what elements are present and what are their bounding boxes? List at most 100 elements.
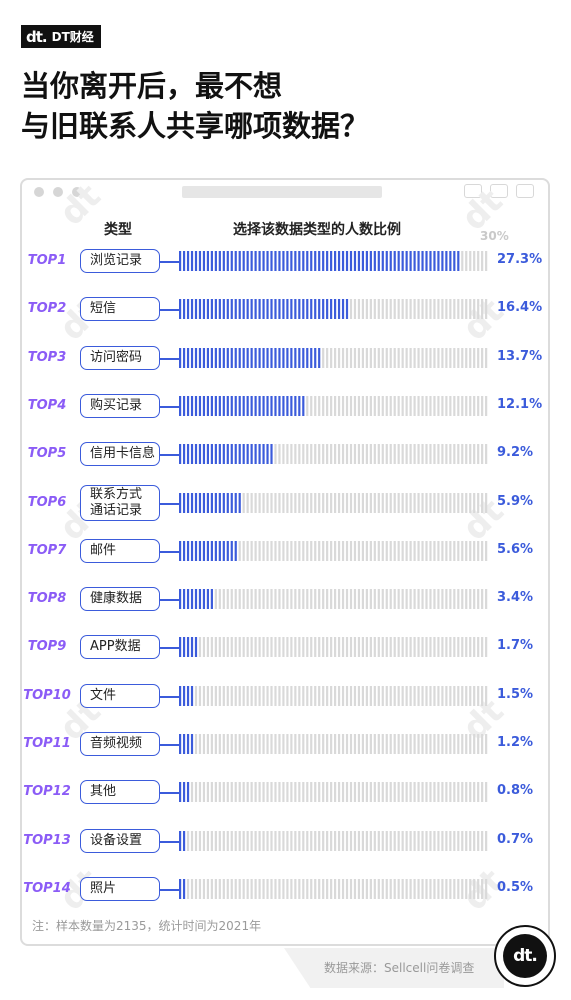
bar-stripe-track	[353, 879, 357, 899]
bar-stripe-track	[477, 734, 480, 754]
bar-stripe-track	[473, 831, 476, 851]
bar-stripe-track	[393, 782, 396, 802]
bar-stripe-track	[266, 782, 269, 802]
bar-stripe-track	[318, 589, 321, 609]
bar-stripe-filled	[194, 251, 198, 271]
bar-stripe-track	[302, 782, 305, 802]
bar-stripe-track	[425, 299, 428, 319]
bar-stripe-track	[393, 831, 396, 851]
bar-stripe-track	[453, 396, 456, 416]
bar-stripe-track	[469, 299, 472, 319]
bar-stripe-filled	[238, 299, 241, 319]
bar	[179, 637, 488, 657]
close-dot-icon	[34, 187, 44, 197]
bar-stripe-filled	[349, 251, 353, 271]
footnote: 注：样本数量为2135，统计时间为2021年	[32, 919, 262, 933]
bar-stripe-track	[322, 348, 325, 368]
bar-stripe-track	[413, 637, 416, 657]
bar-stripe-track	[266, 493, 269, 513]
bar-stripe-track	[214, 637, 217, 657]
bar-stripe-track	[206, 686, 210, 706]
bar-stripe-track	[345, 541, 349, 561]
bar-stripe-track	[230, 589, 233, 609]
bar-stripe-track	[481, 348, 484, 368]
bar-stripe-track	[381, 493, 384, 513]
bar-stripe-filled	[238, 348, 241, 368]
bar-stripe-track	[429, 637, 432, 657]
bar-stripe-track	[250, 782, 253, 802]
bar-stripe-filled	[282, 396, 285, 416]
bar-stripe-filled	[250, 444, 253, 464]
bar-stripe-filled	[262, 444, 265, 464]
bar-stripe-track	[365, 782, 368, 802]
bar-stripe-track	[314, 879, 317, 899]
bar-stripe-track	[274, 541, 277, 561]
bar-stripe-track	[250, 637, 253, 657]
bar-stripe-track	[393, 637, 396, 657]
bar-stripe-track	[373, 734, 376, 754]
bar-stripe-track	[266, 879, 269, 899]
bar-stripe-track	[310, 589, 313, 609]
bar-stripe-track	[294, 493, 297, 513]
bar-stripe-track	[473, 251, 476, 271]
bar-stripe-track	[485, 396, 488, 416]
bar-stripe-track	[417, 831, 420, 851]
bar-stripe-track	[258, 831, 261, 851]
bar-stripe-track	[385, 637, 388, 657]
bar-stripe-track	[377, 589, 380, 609]
brand-logo: dt. DT财经	[21, 25, 101, 48]
bar-stripe-track	[377, 637, 380, 657]
connector-line	[159, 841, 181, 843]
bar-stripe-track	[433, 589, 436, 609]
bar-stripe-track	[377, 444, 380, 464]
bar-stripe-track	[421, 879, 424, 899]
bar-stripe-track	[353, 541, 357, 561]
bar-stripe-filled	[218, 348, 221, 368]
bar-stripe-filled	[234, 493, 237, 513]
bar-stripe-track	[230, 831, 233, 851]
bar-stripe-track	[206, 782, 210, 802]
bar-stripe-track	[266, 541, 269, 561]
bar-stripe-track	[318, 396, 321, 416]
bar-stripe-track	[334, 541, 337, 561]
bar-stripe-track	[405, 686, 408, 706]
bar-stripe-track	[306, 782, 309, 802]
category-label: 设备设置	[80, 829, 160, 853]
bar-stripe-filled	[246, 444, 249, 464]
bar-stripe-track	[481, 396, 484, 416]
bar-stripe-track	[437, 637, 440, 657]
bar-stripe-track	[373, 589, 376, 609]
bar-stripe-track	[469, 686, 472, 706]
bar-stripe-track	[381, 782, 384, 802]
bar-stripe-track	[461, 782, 464, 802]
bar-stripe-filled	[282, 348, 285, 368]
bar-stripe-track	[357, 734, 361, 754]
bar-stripe-track	[262, 541, 265, 561]
bar-stripe-track	[365, 879, 368, 899]
bar-stripe-track	[242, 589, 245, 609]
bar-stripe-filled	[238, 444, 241, 464]
bar-stripe-track	[238, 831, 241, 851]
bar-stripe-track	[357, 879, 361, 899]
bar-stripe-track	[369, 589, 372, 609]
bar-stripe-track	[397, 493, 400, 513]
bar-stripe-track	[485, 493, 488, 513]
bar-stripe-track	[310, 493, 313, 513]
bar-stripe-track	[345, 637, 349, 657]
bar-stripe-filled	[377, 251, 380, 271]
bar-stripe-track	[353, 831, 357, 851]
bar-stripe-track	[290, 686, 293, 706]
bar-stripe-track	[337, 831, 341, 851]
bar-stripe-track	[330, 879, 333, 899]
bar-stripe-track	[270, 831, 273, 851]
bar-stripe-track	[318, 879, 321, 899]
bar-stripe-track	[445, 444, 448, 464]
bar-stripe-track	[322, 782, 325, 802]
bar-stripe-filled	[230, 251, 233, 271]
bar-stripe-track	[373, 831, 376, 851]
bar-stripe-filled	[210, 493, 213, 513]
category-text-line: 健康数据	[90, 591, 143, 606]
bar-stripe-filled	[357, 251, 361, 271]
bar-stripe-filled	[186, 782, 190, 802]
bar-stripe-track	[262, 782, 265, 802]
